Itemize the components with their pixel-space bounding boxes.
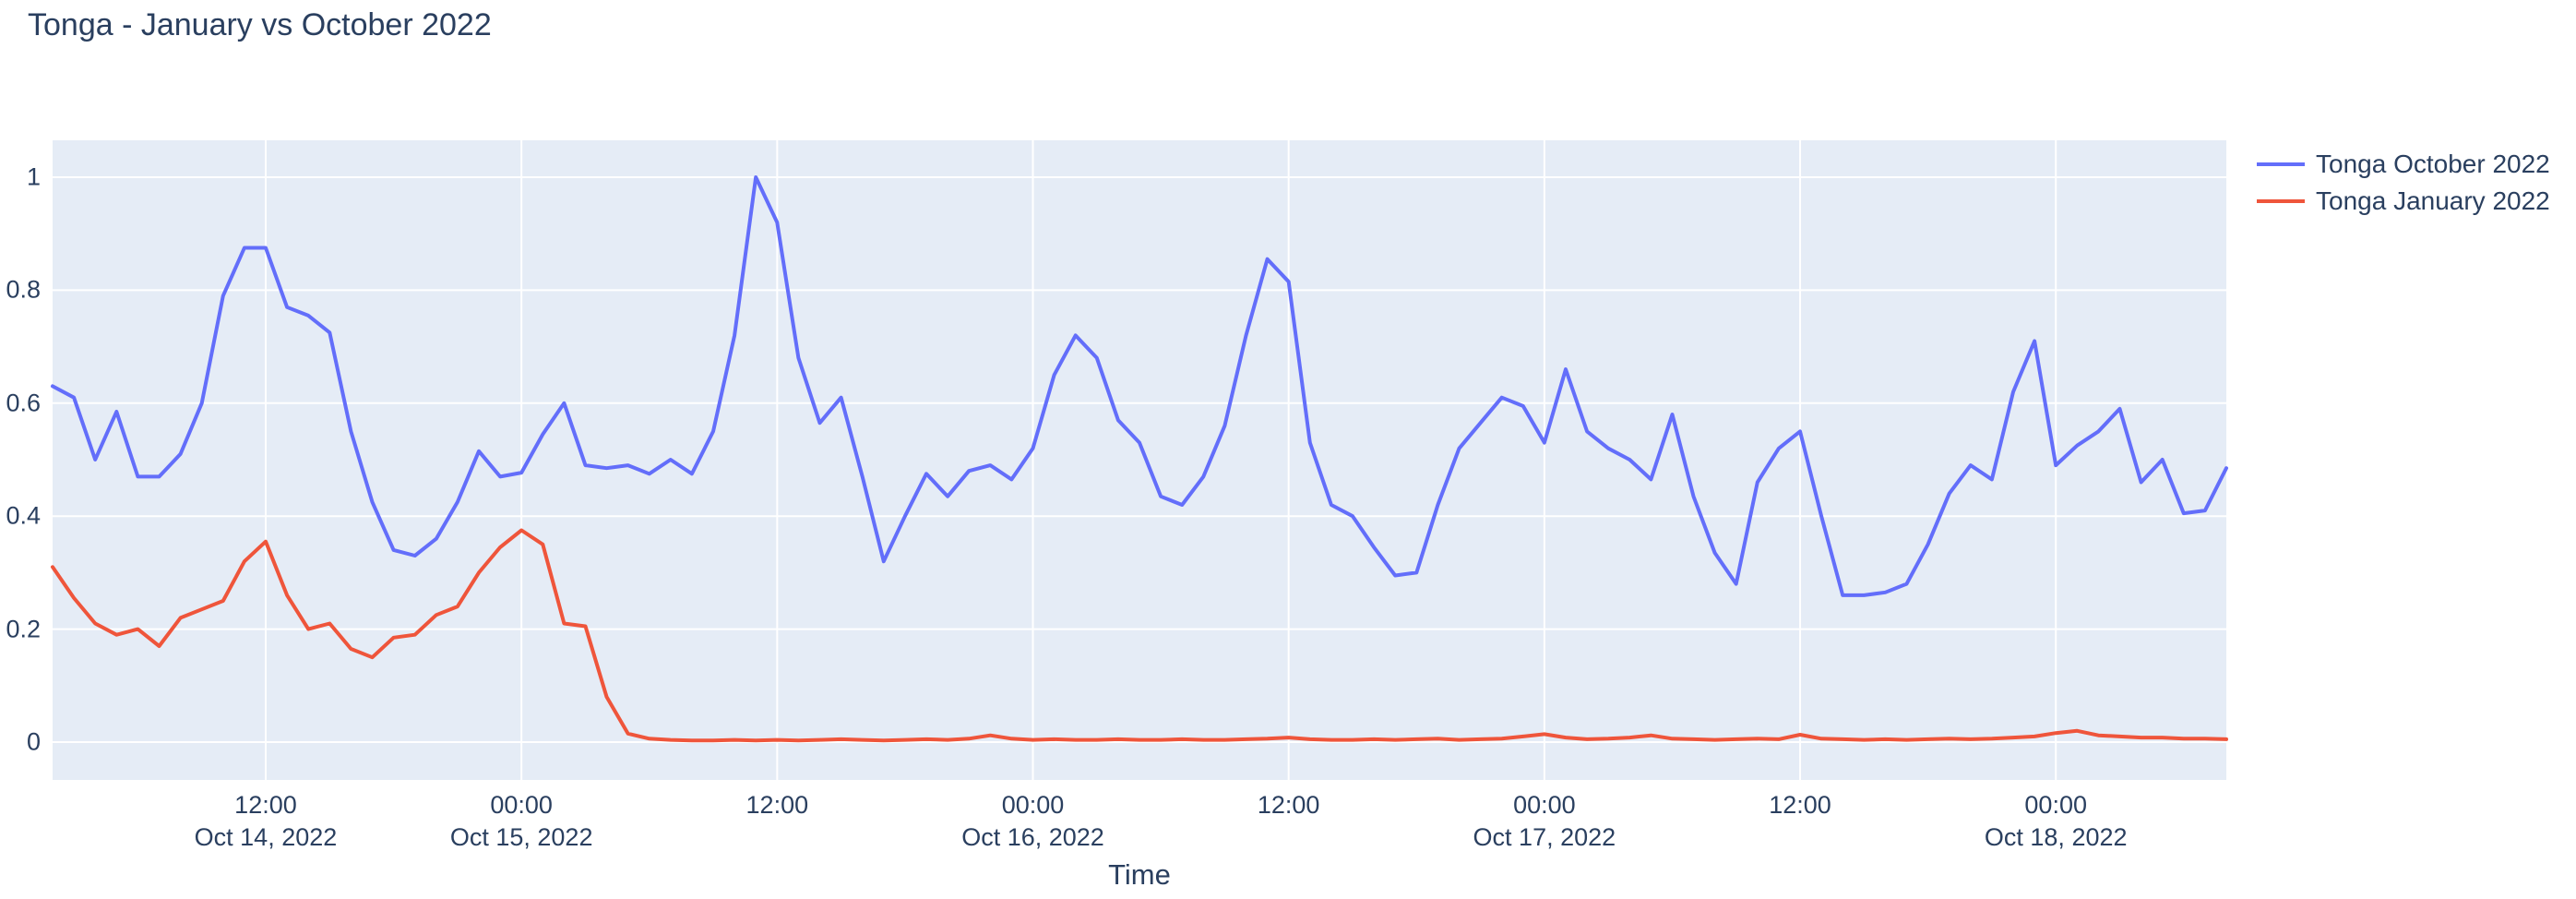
x-tick-time: 00:00 [490, 791, 553, 819]
x-tick-label: 12:00 [746, 791, 809, 820]
x-tick-date: Oct 18, 2022 [1984, 823, 2128, 851]
y-tick-label: 0.2 [6, 615, 41, 643]
x-tick-time: 00:00 [2024, 791, 2087, 819]
y-tick-label: 0.8 [6, 275, 41, 304]
x-tick-time: 12:00 [234, 791, 297, 819]
x-tick-label: 00:00 Oct 16, 2022 [961, 791, 1104, 852]
legend: Tonga October 2022 Tonga January 2022 [2257, 146, 2550, 220]
y-tick-label: 1 [26, 162, 41, 191]
x-tick-label: 12:00 [1258, 791, 1320, 820]
x-tick-time: 12:00 [1257, 791, 1320, 819]
legend-item-tonga-october-2022[interactable]: Tonga October 2022 [2257, 146, 2550, 183]
x-tick-date: Oct 16, 2022 [961, 823, 1104, 851]
legend-label: Tonga January 2022 [2316, 186, 2550, 215]
x-tick-label: 00:00 Oct 18, 2022 [1985, 791, 2128, 852]
x-tick-time: 00:00 [1001, 791, 1065, 819]
x-tick-time: 12:00 [745, 791, 809, 819]
chart-title: Tonga - January vs October 2022 [28, 7, 492, 42]
x-tick-date: Oct 15, 2022 [449, 823, 593, 851]
legend-line-swatch [2257, 199, 2305, 203]
series-line-tonga-january-2022[interactable] [51, 528, 2228, 743]
legend-line-swatch [2257, 162, 2305, 166]
y-tick-label: 0.6 [6, 389, 41, 417]
x-tick-date: Oct 17, 2022 [1473, 823, 1616, 851]
y-tick-label: 0 [26, 727, 41, 756]
x-tick-time: 00:00 [1513, 791, 1576, 819]
x-tick-label: 12:00 Oct 14, 2022 [195, 791, 338, 852]
plot-background [53, 140, 2226, 780]
x-tick-date: Oct 14, 2022 [194, 823, 338, 851]
legend-label: Tonga October 2022 [2316, 150, 2550, 178]
y-tick-label: 0.4 [6, 501, 41, 530]
series-line-tonga-october-2022[interactable] [51, 175, 2228, 597]
legend-item-tonga-january-2022[interactable]: Tonga January 2022 [2257, 183, 2550, 220]
x-tick-label: 00:00 Oct 15, 2022 [450, 791, 593, 852]
x-tick-label: 00:00 Oct 17, 2022 [1473, 791, 1616, 852]
x-axis-title: Time [1108, 858, 1171, 891]
x-tick-label: 12:00 [1769, 791, 1831, 820]
x-tick-time: 12:00 [1769, 791, 1831, 819]
